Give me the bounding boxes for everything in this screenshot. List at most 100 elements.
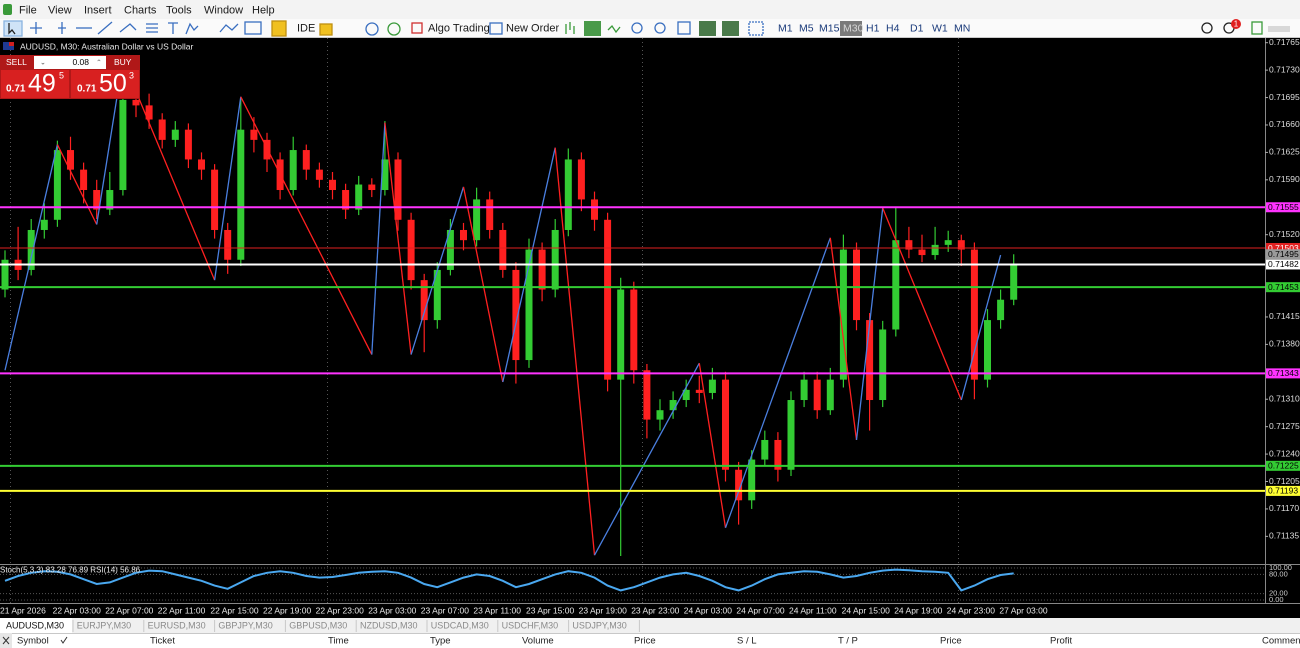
order-icon[interactable] — [489, 22, 503, 35]
symbol-tab[interactable]: AUDUSD,M30 — [6, 620, 64, 630]
symbol-tab[interactable]: USDCHF,M30 — [502, 620, 559, 630]
ide-button[interactable]: IDE — [297, 22, 315, 34]
x-tick-label: 21 Apr 2026 — [0, 605, 46, 615]
shift-button[interactable] — [722, 21, 739, 36]
sell-label[interactable]: SELL — [6, 57, 27, 67]
symbol-tab[interactable]: GBPUSD,M30 — [289, 620, 347, 630]
symbol-tab[interactable]: GBPJPY,M30 — [218, 620, 272, 630]
sort-icon — [60, 636, 68, 644]
menu: File View Insert Charts Tools Window Help — [19, 4, 275, 16]
crosshair-icon[interactable] — [30, 22, 42, 34]
menu-item[interactable]: File — [19, 4, 37, 16]
notification-badge[interactable] — [1231, 19, 1241, 29]
symbol-tab[interactable]: EURUSD,M30 — [148, 620, 206, 630]
candle-body — [486, 199, 494, 230]
candle-button[interactable] — [584, 21, 601, 36]
menu-item[interactable]: Tools — [166, 4, 192, 16]
candle-body — [342, 190, 350, 210]
symbol-tab[interactable]: NZDUSD,M30 — [360, 620, 418, 630]
timeframe-button[interactable]: D1 — [910, 22, 924, 34]
timeframe-button[interactable]: M1 — [778, 22, 793, 34]
candle-body — [446, 229, 454, 270]
buy-label[interactable]: BUY — [114, 57, 132, 67]
column-header[interactable]: S / L — [737, 636, 757, 647]
scroll-button[interactable] — [699, 21, 716, 36]
candle-body — [132, 99, 140, 106]
timeframe-button[interactable]: H4 — [886, 22, 900, 34]
volume-up[interactable]: ⌃ — [96, 59, 102, 66]
channel-icon[interactable] — [119, 23, 137, 33]
candle-body — [53, 150, 61, 220]
template-icon[interactable] — [244, 21, 262, 35]
volume-field[interactable] — [34, 56, 106, 69]
algo-trading-button[interactable]: Algo Trading — [428, 22, 490, 34]
candle-body — [407, 219, 415, 281]
menu-item[interactable]: View — [48, 4, 72, 16]
shapes-icon[interactable] — [185, 22, 199, 35]
level-label: 0.71225 — [1268, 461, 1299, 471]
volume-down[interactable]: ⌄ — [40, 59, 46, 66]
x-tick-label: 22 Apr 19:00 — [263, 605, 311, 615]
column-header[interactable]: Comment — [1262, 636, 1300, 647]
column-header[interactable]: Volume — [522, 636, 554, 647]
column-header[interactable]: Price — [634, 636, 656, 647]
column-header[interactable]: T / P — [838, 636, 858, 647]
timeframe-button[interactable]: H1 — [866, 22, 880, 34]
column-header[interactable]: Profit — [1050, 636, 1073, 647]
sell-button[interactable] — [1, 70, 69, 98]
timeframe-button[interactable]: M15 — [819, 22, 840, 34]
column-header[interactable]: Time — [328, 636, 349, 647]
timeframe-button[interactable]: W1 — [932, 22, 948, 34]
indicator-line — [4, 568, 1014, 592]
menu-item[interactable]: Window — [204, 4, 243, 16]
dollar-icon[interactable] — [271, 20, 287, 37]
lock-icon[interactable] — [319, 23, 333, 36]
timeframe-button[interactable]: M5 — [799, 22, 814, 34]
x-tick-label: 23 Apr 15:00 — [526, 605, 574, 615]
column-header[interactable]: Symbol — [17, 636, 49, 647]
cloud-icon[interactable] — [365, 22, 379, 36]
zigzag-segment — [56, 144, 98, 225]
vline-icon[interactable] — [58, 22, 66, 34]
zigzag-segment — [829, 237, 858, 441]
flag-icon-part — [9, 42, 14, 46]
timeframe-button[interactable]: M30 — [843, 22, 864, 34]
menu-item[interactable]: Help — [252, 4, 275, 16]
cursor-button[interactable] — [3, 20, 23, 37]
column-header[interactable]: Type — [430, 636, 451, 647]
new-order-button[interactable]: New Order — [506, 22, 560, 34]
algo-icon[interactable] — [411, 22, 423, 34]
signal-icon[interactable] — [1251, 21, 1263, 35]
screenshot-icon[interactable] — [748, 21, 764, 36]
zoom-out-icon[interactable] — [654, 22, 666, 34]
candle-body — [630, 289, 638, 371]
candle-body — [106, 190, 114, 210]
column-header[interactable]: Price — [940, 636, 962, 647]
tile-icon[interactable] — [677, 21, 691, 35]
fibo-icon[interactable] — [146, 23, 158, 33]
menu-item[interactable]: Insert — [84, 4, 112, 16]
trendline-icon[interactable] — [97, 21, 113, 35]
line-icon[interactable] — [607, 24, 621, 34]
symbol-tab[interactable]: USDCAD,M30 — [431, 620, 489, 630]
x-tick-label: 23 Apr 11:00 — [473, 605, 521, 615]
symbol-tab[interactable]: USDJPY,M30 — [572, 620, 626, 630]
vps-icon[interactable] — [387, 22, 401, 36]
bar-icon[interactable] — [565, 22, 575, 34]
level-label-bg — [1266, 460, 1300, 471]
zoom-in-icon[interactable] — [631, 22, 643, 34]
buy-button[interactable] — [71, 70, 139, 98]
candle-body — [289, 150, 297, 191]
column-header[interactable]: Ticket — [150, 636, 175, 647]
level-label-bg — [1266, 202, 1300, 213]
chart-type-icon[interactable] — [219, 23, 239, 33]
volume-value[interactable]: 0.08 — [72, 57, 89, 67]
text-icon[interactable] — [168, 22, 178, 34]
timeframe-button[interactable]: MN — [954, 22, 970, 34]
menu-item[interactable]: Charts — [124, 4, 157, 16]
symbol-tab[interactable]: EURJPY,M30 — [77, 620, 131, 630]
search-icon[interactable] — [1201, 22, 1213, 34]
indicator-label: Stoch(5,3,3) 83.28 76.89 RSI(14) 56.86 — [0, 566, 141, 575]
candle-body — [171, 129, 179, 140]
zigzag-segment — [554, 147, 596, 556]
